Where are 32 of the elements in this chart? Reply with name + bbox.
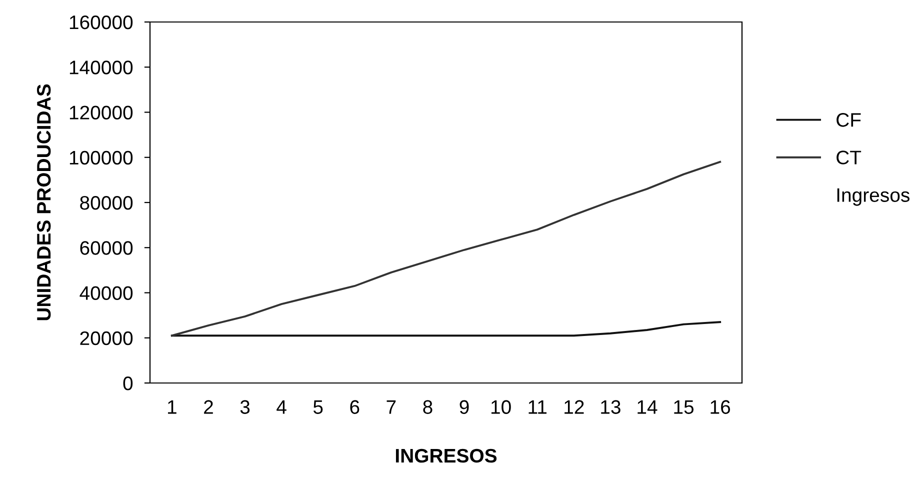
x-tick-label: 11: [528, 400, 547, 414]
text: Ingresos: [837, 188, 910, 206]
x-tick-label: 10: [491, 400, 511, 414]
y-tick-label: 0: [123, 376, 133, 390]
x-tick-label: 16: [710, 400, 730, 414]
x-tick-label: 7: [386, 400, 396, 414]
x-tick-label: 4: [276, 400, 286, 414]
y-tick-label: 140000: [70, 60, 133, 74]
x-tick-label: 3: [240, 400, 250, 414]
y-tick-label: 40000: [80, 286, 133, 300]
line-series: [170, 321, 722, 337]
x-tick-label: 5: [313, 400, 323, 414]
x-tick-label: 9: [460, 400, 469, 414]
y-tick-label: 160000: [70, 15, 133, 30]
legend-label: CF: [836, 113, 861, 127]
y-tick-label: 80000: [80, 196, 133, 210]
y-tick-label: 20000: [80, 331, 133, 346]
x-tick-label: 8: [423, 400, 432, 414]
x-axis-title: INGRESOS: [396, 448, 497, 463]
x-tick-label: 15: [674, 400, 694, 414]
x-tick-label: 1: [168, 400, 176, 414]
x-tick-label: 13: [601, 400, 620, 414]
y-tick-label: 60000: [80, 241, 133, 255]
legend-label: CT: [836, 150, 862, 164]
line-series: [170, 160, 722, 337]
x-tick-label: 2: [204, 400, 213, 414]
y-tick-label: 120000: [70, 106, 133, 120]
x-tick-label: 6: [350, 400, 360, 414]
y-axis-title: UNIDADES PRODUCIDAS: [36, 84, 51, 320]
x-tick-label: 14: [638, 400, 658, 414]
x-tick-label: 12: [564, 400, 584, 414]
y-tick-label: 100000: [70, 150, 133, 165]
